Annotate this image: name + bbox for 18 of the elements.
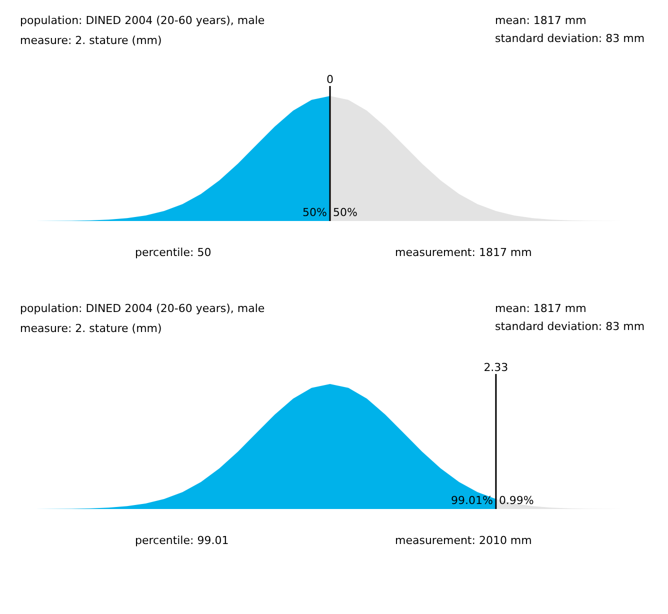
- text: mean: 1817 mm: [495, 14, 586, 27]
- text: measure: 2. stature (mm): [20, 34, 162, 47]
- text: measure: 2. stature (mm): [20, 322, 162, 335]
- text: percentile: 99.01: [135, 534, 229, 547]
- annotation: 50%: [302, 206, 327, 219]
- text: standard deviation: 83 mm: [495, 32, 645, 45]
- annotation: 50%: [333, 206, 358, 219]
- text: measurement: 2010 mm: [395, 534, 532, 547]
- annotation: 0.99%: [498, 494, 534, 507]
- text: measurement: 1817 mm: [395, 246, 532, 259]
- text: 2.33: [484, 361, 508, 374]
- text: population: DINED 2004 (20-60 years), male: [20, 14, 265, 27]
- text: population: DINED 2004 (20-60 years), male: [20, 302, 265, 315]
- text: 0: [326, 73, 334, 86]
- text: mean: 1817 mm: [495, 302, 586, 315]
- annotation: 99.01%: [450, 494, 493, 507]
- text: standard deviation: 83 mm: [495, 320, 645, 333]
- text: percentile: 50: [135, 246, 212, 259]
